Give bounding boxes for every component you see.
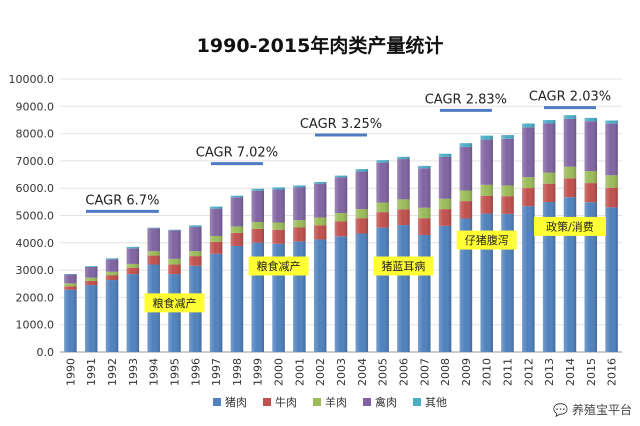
event-note-box	[533, 216, 606, 236]
watermark: 💬 养殖宝平台	[553, 401, 632, 418]
watermark-text: 养殖宝平台	[571, 403, 632, 417]
x-tick-label: 2006	[397, 358, 410, 386]
bar-shading	[334, 175, 348, 352]
x-tick-label: 1992	[106, 358, 119, 386]
legend-label: 其他	[425, 396, 447, 409]
bar-shading	[64, 274, 77, 352]
bar-shading	[542, 120, 556, 352]
x-tick-label: 2004	[356, 358, 369, 386]
cagr-label: CAGR 3.25%	[300, 117, 382, 132]
x-tick-label: 2001	[293, 358, 306, 386]
x-tick-label: 2000	[273, 358, 286, 386]
bar-shading	[209, 206, 223, 352]
event-note-box	[456, 230, 517, 250]
y-tick-label: 0.0	[37, 346, 55, 359]
bar-shading	[147, 227, 160, 352]
cagr-label: CAGR 2.03%	[529, 90, 611, 105]
y-tick-label: 8000.0	[16, 128, 55, 141]
x-tick-label: 2016	[606, 358, 619, 386]
bar-shading	[522, 123, 535, 352]
x-tick-label: 2012	[522, 358, 535, 386]
bar-shading	[376, 160, 389, 352]
cagr-label: CAGR 7.02%	[196, 146, 278, 161]
cagr-label: CAGR 2.83%	[425, 92, 507, 107]
bar-shading	[230, 195, 244, 352]
x-tick-label: 2005	[377, 358, 390, 386]
bar-shading	[313, 181, 327, 352]
y-tick-label: 6000.0	[16, 182, 55, 195]
y-tick-label: 2000.0	[16, 291, 55, 304]
legend-label: 牛肉	[275, 395, 297, 409]
event-note-label: 粮食减产	[257, 259, 301, 273]
bar-shading	[438, 153, 452, 352]
x-tick-label: 1997	[210, 358, 223, 386]
bar-shading	[189, 225, 202, 352]
event-note-box	[248, 256, 309, 276]
legend-label: 禽肉	[375, 395, 397, 409]
y-tick-label: 4000.0	[16, 237, 55, 250]
x-tick-label: 2009	[460, 358, 473, 386]
chart-title: 1990-2015年肉类产量统计	[197, 34, 444, 57]
bar-shading	[84, 266, 98, 352]
legend-label: 猪肉	[225, 396, 247, 409]
y-tick-label: 10000.0	[9, 73, 55, 86]
x-tick-label: 1994	[148, 358, 161, 386]
event-note-label: 政策/消费	[546, 219, 594, 233]
legend-swatch	[213, 398, 221, 406]
x-tick-label: 1995	[168, 358, 181, 386]
y-tick-label: 3000.0	[16, 264, 55, 277]
y-tick-label: 5000.0	[16, 210, 55, 223]
x-tick-label: 2011	[502, 358, 515, 386]
bar-shading	[397, 156, 410, 352]
bar-shading	[168, 229, 181, 352]
x-tick-label: 1996	[189, 358, 202, 386]
bar-shading	[105, 258, 119, 352]
bar-shading	[126, 246, 140, 352]
x-tick-label: 2014	[564, 358, 577, 386]
legend-label: 羊肉	[325, 395, 347, 409]
y-tick-label: 1000.0	[16, 319, 55, 332]
x-tick-label: 1993	[127, 358, 140, 386]
x-tick-label: 2010	[481, 358, 494, 386]
bar-shading	[355, 169, 369, 352]
x-tick-label: 2008	[439, 358, 452, 386]
event-note-label: 猪蓝耳病	[381, 259, 425, 273]
cagr-label: CAGR 6.7%	[85, 193, 159, 208]
y-tick-label: 7000.0	[16, 155, 55, 168]
wechat-icon: 💬	[553, 403, 569, 417]
event-note-label: 粮食减产	[152, 296, 196, 310]
x-tick-label: 1991	[85, 358, 98, 386]
legend-swatch	[263, 398, 271, 406]
x-tick-label: 2015	[585, 358, 598, 386]
legend-swatch	[313, 398, 321, 406]
x-tick-label: 2003	[335, 358, 348, 386]
bar-shading	[605, 120, 618, 352]
x-tick-label: 1999	[252, 358, 265, 386]
event-note-box	[144, 293, 205, 313]
x-tick-label: 2007	[418, 358, 431, 386]
legend-swatch	[413, 398, 421, 406]
legend-swatch	[363, 398, 371, 406]
x-tick-label: 2002	[314, 358, 327, 386]
x-tick-label: 1990	[64, 358, 77, 386]
x-tick-label: 2013	[543, 358, 556, 386]
event-note-label: 仔猪腹泻	[465, 233, 509, 247]
event-note-box	[373, 256, 434, 276]
x-tick-label: 1998	[231, 358, 244, 386]
y-tick-label: 9000.0	[16, 100, 55, 113]
